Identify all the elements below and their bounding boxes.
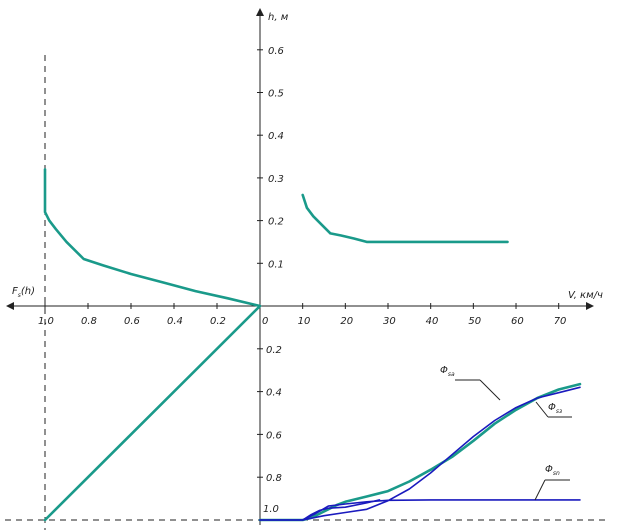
v-axis-ticks: 0 10 20 30 40 50 60 70 — [259, 303, 567, 327]
phi-sn-label-main: Φ — [545, 464, 553, 475]
phi-tick-label: 0.6 — [266, 430, 282, 441]
f-axis-title-main: F — [12, 286, 18, 297]
phi-sz-label-sub: sз — [556, 408, 562, 415]
v-tick-label: 40 — [426, 316, 439, 327]
series-layer — [43, 168, 582, 522]
v-tick-label: 10 — [298, 316, 311, 327]
v-tick-label: 70 — [554, 316, 567, 327]
phi-tick-label: 0.2 — [266, 345, 282, 356]
h-tick-label: 0.6 — [268, 46, 284, 57]
h-tick-label: 0.2 — [268, 217, 284, 228]
phi-sa-label-main: Φ — [440, 365, 448, 376]
series-line-bottom-right-3 — [301, 499, 381, 521]
v-axis-title: V, км/ч — [568, 290, 603, 301]
h-axis-title: h, м — [268, 12, 289, 23]
h-tick-label: 0.3 — [268, 174, 284, 185]
f-tick-label: 0.8 — [81, 316, 97, 327]
h-axis-ticks: 0.1 0.2 0.3 0.4 0.5 0.6 — [257, 46, 284, 270]
phi-sa-label-sub: sa — [448, 371, 455, 378]
h-tick-label: 0.5 — [268, 89, 284, 100]
h-tick-label: 0.4 — [268, 131, 284, 142]
f-axis-title: Fs(h) — [12, 286, 35, 299]
phi-sn-label-sub: sn — [553, 470, 560, 477]
series-line-top-left-0 — [43, 168, 262, 308]
series-line-bottom-right-2 — [259, 499, 581, 521]
series-line-bottom-left-0 — [43, 304, 262, 522]
f-axis-title-tail: (h) — [21, 286, 35, 297]
phi-axis-ticks: 0.2 0.4 0.6 0.8 — [257, 345, 282, 484]
h-tick-label: 0.1 — [268, 259, 284, 270]
phi-sa-leader-diag — [479, 379, 501, 401]
v-tick-label: 30 — [383, 316, 396, 327]
phi-sz-label-main: Φ — [548, 402, 556, 413]
f-axis-ticks: 1.0 0.8 0.6 0.4 0.2 — [38, 303, 226, 327]
v-tick-label: 60 — [511, 316, 524, 327]
series-line-bottom-right-1 — [259, 386, 581, 521]
bottom-right-1-0-label: 1.0 — [263, 504, 279, 515]
phi-sz-label: Φsз — [548, 402, 562, 415]
phi-sa-label: Φsa — [440, 365, 455, 378]
v-tick-label: 20 — [340, 316, 353, 327]
v-tick-label: 0 — [262, 316, 268, 327]
phi-sz-leader-diag — [535, 401, 549, 418]
f-tick-label: 0.6 — [124, 316, 140, 327]
f-tick-label: 0.2 — [210, 316, 226, 327]
phi-tick-label: 0.8 — [266, 473, 282, 484]
f-axis-title-sub: s — [18, 292, 21, 299]
phi-sn-label: Φsn — [545, 464, 560, 477]
f-tick-label: 1.0 — [38, 316, 54, 327]
series-line-top-right-0 — [301, 193, 509, 244]
v-tick-label: 50 — [468, 316, 481, 327]
series-line-bottom-right-0 — [258, 382, 582, 522]
phi-tick-label: 0.4 — [266, 388, 282, 399]
f-tick-label: 0.4 — [167, 316, 183, 327]
phi-sn-leader-diag — [534, 479, 546, 501]
